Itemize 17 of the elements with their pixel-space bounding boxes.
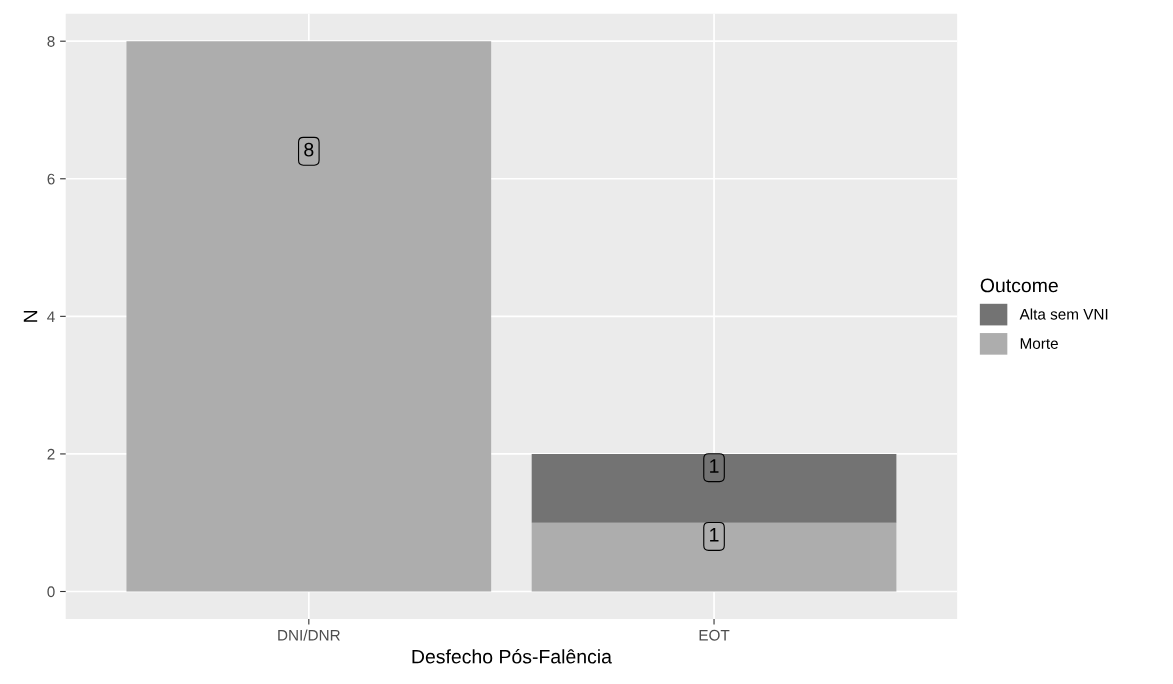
data-label: 1 — [710, 459, 719, 473]
y-tick-label: 2 — [47, 448, 55, 460]
y-tick-label: 8 — [47, 36, 55, 47]
x-axis-title: Desfecho Pós-Falência — [412, 649, 612, 664]
legend-label: Morte — [1020, 338, 1058, 349]
bar — [531, 453, 897, 523]
x-tick-label: EOT — [699, 629, 730, 641]
legend-label: Alta sem VNI — [1019, 308, 1108, 320]
legend-title: Outcome — [980, 278, 1058, 293]
data-label: 1 — [710, 528, 719, 542]
y-tick-label: 4 — [47, 311, 55, 322]
y-axis-title: N — [23, 310, 38, 322]
y-tick-label: 6 — [47, 173, 55, 185]
bar — [531, 522, 897, 592]
x-tick-label: DNI/DNR — [278, 629, 340, 641]
y-tick-label: 0 — [47, 586, 55, 598]
data-label: 8 — [304, 142, 314, 157]
